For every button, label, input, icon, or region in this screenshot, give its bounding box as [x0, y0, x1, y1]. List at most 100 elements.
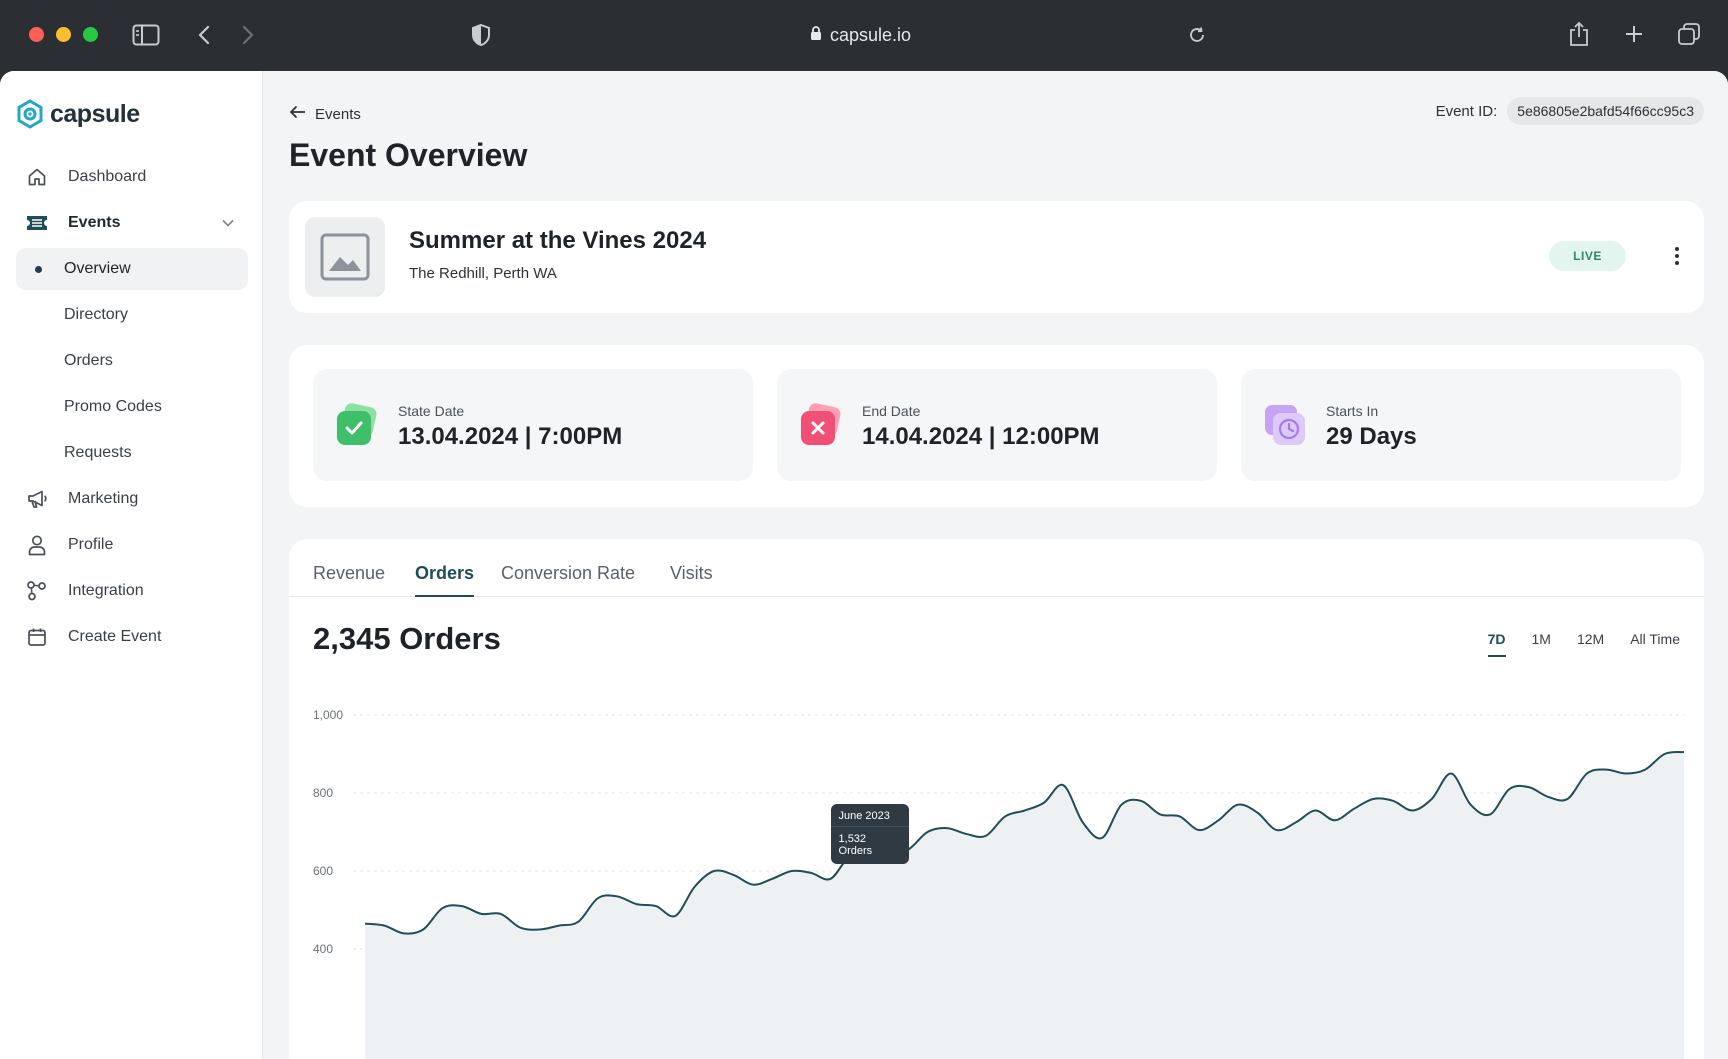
lock-icon [810, 25, 822, 46]
sidebar-item-dashboard[interactable]: Dashboard [16, 156, 248, 198]
sidebar-item-directory[interactable]: Directory [16, 294, 248, 336]
main-content: Events Event Overview Event ID: 5e86805e… [263, 71, 1728, 1059]
series-area [365, 752, 1684, 1059]
sidebar-item-label: Promo Codes [64, 398, 162, 415]
range-12m[interactable]: 12M [1576, 631, 1605, 647]
sidebar-item-marketing[interactable]: Marketing [16, 478, 248, 520]
new-tab-icon[interactable] [1623, 23, 1645, 45]
orders-line-chart: 1,000 800 600 400 [313, 708, 1685, 1059]
tooltip-value: 1,532 Orders [838, 832, 873, 857]
end-date-tile: End Date 14.04.2024 | 12:00PM [777, 369, 1217, 481]
metric-total: 2,345 Orders [313, 621, 501, 656]
sidebar-item-integration[interactable]: Integration [16, 570, 248, 612]
range-selector: 7D 1M 12M All Time [1487, 631, 1680, 657]
sidebar-item-label: Integration [68, 582, 144, 599]
y-tick-label: 400 [313, 942, 333, 956]
minimize-window-button[interactable] [56, 27, 71, 42]
date-value: 29 Days [1326, 423, 1417, 450]
date-value: 14.04.2024 | 12:00PM [862, 423, 1100, 450]
sidebar-item-promo-codes[interactable]: Promo Codes [16, 386, 248, 428]
date-label: Starts In [1326, 403, 1379, 419]
range-7d[interactable]: 7D [1487, 631, 1506, 657]
logo[interactable]: capsule [16, 99, 140, 129]
sidebar-item-label: Marketing [68, 490, 139, 507]
event-name: Summer at the Vines 2024 [409, 227, 707, 254]
arrow-left-icon[interactable] [289, 105, 307, 123]
page-title: Event Overview [289, 137, 528, 173]
app-window: capsule Dashboard Events Overview [0, 71, 1728, 1059]
clock-icon [1265, 405, 1305, 445]
date-label: State Date [398, 403, 465, 419]
stats-card: Revenue Orders Conversion Rate Visits 2,… [289, 539, 1704, 1059]
status-badge: LIVE [1549, 241, 1626, 271]
active-dot [35, 265, 42, 273]
tab-revenue[interactable]: Revenue [313, 563, 386, 583]
user-icon [26, 534, 48, 556]
back-arrow-icon[interactable] [194, 23, 214, 47]
event-thumbnail[interactable] [305, 217, 385, 297]
series-line[interactable] [364, 751, 1685, 935]
tabs-overview-icon[interactable] [1677, 22, 1701, 46]
event-id: Event ID: 5e86805e2bafd54f66cc95c3 [1436, 97, 1704, 125]
tab-conversion-rate[interactable]: Conversion Rate [501, 563, 636, 583]
event-location: The Redhill, Perth WA [409, 265, 557, 282]
shield-icon[interactable] [470, 22, 492, 48]
event-dates-card: State Date 13.04.2024 | 7:00PM End Date … [289, 345, 1704, 507]
y-tick-label: 1,000 [313, 708, 343, 722]
image-placeholder-icon [320, 233, 370, 281]
range-1m[interactable]: 1M [1531, 631, 1551, 647]
sidebar-item-label: Directory [64, 306, 129, 323]
event-card: Summer at the Vines 2024 The Redhill, Pe… [289, 201, 1704, 313]
tooltip-title: June 2023 [830, 804, 909, 827]
tab-visits[interactable]: Visits [670, 563, 713, 583]
more-options-icon[interactable] [1667, 241, 1687, 271]
integration-icon [26, 580, 48, 602]
starts-in-tile: Starts In 29 Days [1241, 369, 1681, 481]
sidebar-item-label: Profile [68, 536, 114, 553]
megaphone-icon [26, 488, 48, 510]
range-all-time[interactable]: All Time [1630, 631, 1680, 647]
close-window-button[interactable] [29, 27, 44, 42]
breadcrumb[interactable]: Events [289, 105, 361, 123]
sidebar-item-profile[interactable]: Profile [16, 524, 248, 566]
forward-arrow-icon[interactable] [238, 23, 258, 47]
chart-tooltip: June 2023 1,532 Orders [830, 803, 909, 864]
chevron-down-icon[interactable] [222, 214, 234, 232]
sidebar-item-events[interactable]: Events [16, 202, 248, 244]
sidebar-item-overview[interactable]: Overview [16, 248, 248, 290]
capsule-logo-icon [17, 99, 43, 129]
sidebar-item-requests[interactable]: Requests [16, 432, 248, 474]
sidebar-item-orders[interactable]: Orders [16, 340, 248, 382]
sidebar-item-label: Create Event [68, 628, 162, 645]
sidebar-item-label: Overview [64, 260, 131, 277]
y-tick-label: 600 [313, 864, 333, 878]
event-id-value[interactable]: 5e86805e2bafd54f66cc95c3 [1507, 97, 1704, 125]
event-id-label: Event ID: [1435, 102, 1498, 120]
browser-chrome: capsule.io [0, 0, 1728, 71]
sidebar: capsule Dashboard Events Overview [0, 71, 263, 1059]
sidebar-nav: Dashboard Events Overview Directory Orde… [16, 156, 248, 662]
date-label: End Date [862, 403, 921, 419]
ticket-icon [26, 212, 48, 234]
breadcrumb-link[interactable]: Events [315, 105, 361, 123]
date-value: 13.04.2024 | 7:00PM [398, 423, 623, 450]
url-text: capsule.io [830, 24, 912, 45]
sidebar-item-label: Events [68, 214, 121, 231]
home-icon [26, 166, 48, 188]
close-icon [801, 403, 841, 445]
share-icon[interactable] [1567, 20, 1591, 48]
calendar-icon [26, 626, 48, 648]
zoom-window-button[interactable] [83, 27, 98, 42]
start-date-tile: State Date 13.04.2024 | 7:00PM [313, 369, 753, 481]
sidebar-item-label: Requests [64, 444, 132, 461]
stats-tabs: Revenue Orders Conversion Rate Visits [289, 539, 1704, 597]
tab-orders[interactable]: Orders [415, 563, 475, 597]
sidebar-toggle-icon[interactable] [132, 23, 160, 47]
reload-icon[interactable] [1186, 24, 1208, 46]
address-bar[interactable]: capsule.io [810, 22, 911, 48]
sidebar-item-create-event[interactable]: Create Event [16, 616, 248, 658]
check-icon [337, 403, 377, 445]
brand-name: capsule [50, 99, 140, 128]
y-tick-label: 800 [313, 786, 333, 800]
sidebar-item-label: Orders [64, 352, 113, 369]
